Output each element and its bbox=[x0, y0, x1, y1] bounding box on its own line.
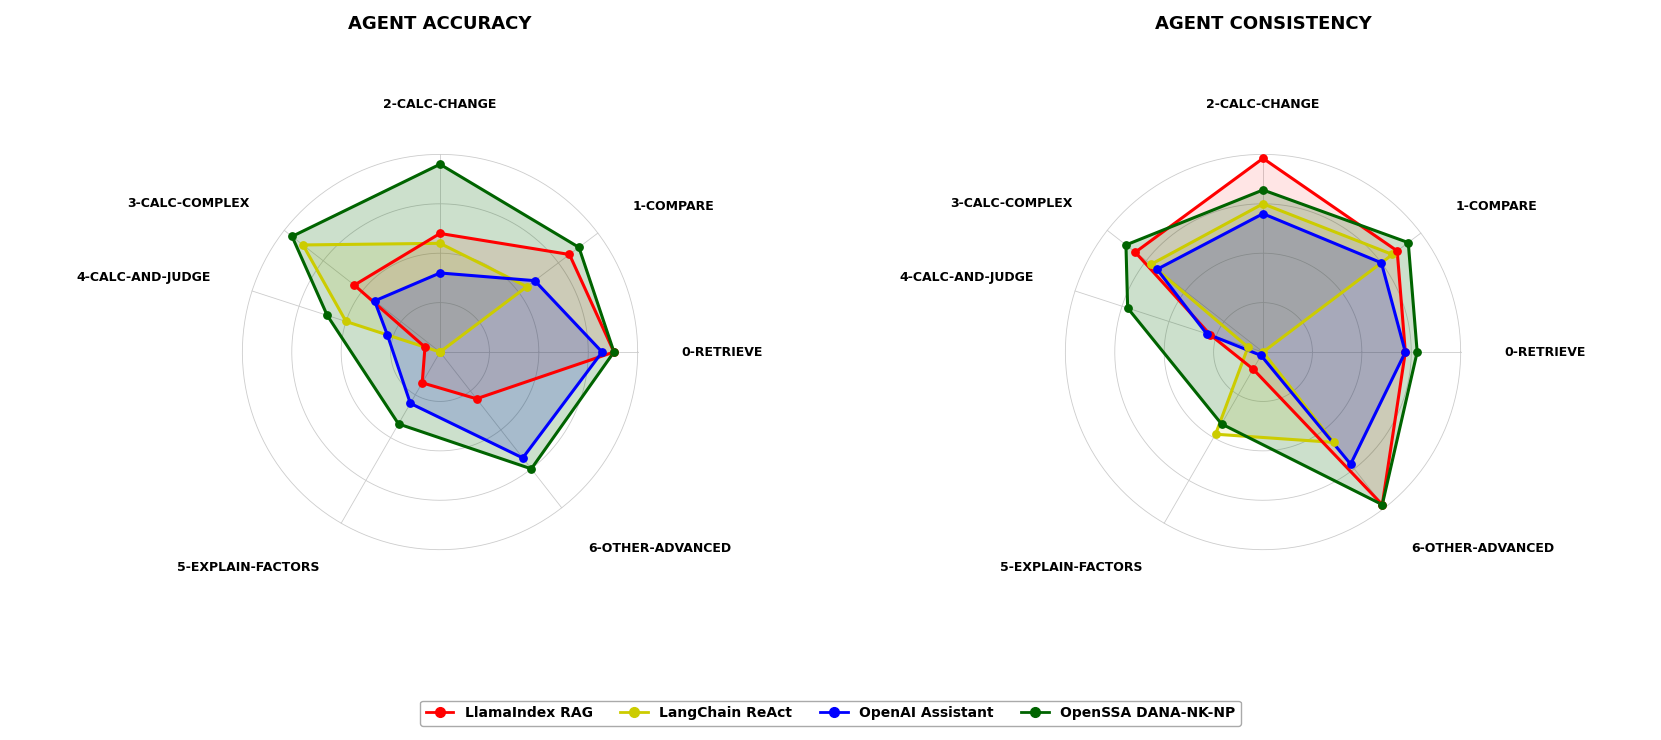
Polygon shape bbox=[302, 243, 527, 352]
Text: 1-COMPARE: 1-COMPARE bbox=[633, 201, 714, 213]
Polygon shape bbox=[1158, 214, 1405, 464]
Point bbox=[1392, 346, 1418, 358]
Polygon shape bbox=[292, 164, 615, 469]
Point bbox=[289, 239, 316, 251]
Point bbox=[409, 377, 435, 389]
Point bbox=[1379, 249, 1405, 260]
Point bbox=[522, 275, 548, 286]
Legend: LlamaIndex RAG, LangChain ReAct, OpenAI Assistant, OpenSSA DANA-NK-NP: LlamaIndex RAG, LangChain ReAct, OpenAI … bbox=[420, 701, 1241, 726]
Point bbox=[427, 238, 453, 249]
Point bbox=[1208, 418, 1234, 430]
Point bbox=[362, 295, 389, 307]
Point bbox=[427, 158, 453, 170]
Polygon shape bbox=[1126, 190, 1417, 505]
Point bbox=[427, 346, 453, 358]
Point bbox=[601, 346, 628, 358]
Point bbox=[279, 230, 306, 242]
Point bbox=[1234, 341, 1261, 353]
Point bbox=[385, 418, 412, 430]
Point bbox=[374, 329, 400, 341]
Point bbox=[1249, 198, 1276, 209]
Point bbox=[1249, 152, 1276, 164]
Point bbox=[1203, 428, 1229, 440]
Text: 0-RETRIEVE: 0-RETRIEVE bbox=[681, 346, 762, 359]
Point bbox=[412, 341, 439, 353]
Point bbox=[1113, 239, 1139, 251]
Point bbox=[397, 397, 424, 409]
Text: 5-EXPLAIN-FACTORS: 5-EXPLAIN-FACTORS bbox=[178, 561, 319, 574]
Text: 3-CALC-COMPLEX: 3-CALC-COMPLEX bbox=[128, 197, 251, 210]
Title: AGENT ACCURACY: AGENT ACCURACY bbox=[349, 15, 532, 33]
Point bbox=[463, 393, 490, 405]
Text: 5-EXPLAIN-FACTORS: 5-EXPLAIN-FACTORS bbox=[1000, 561, 1143, 574]
Polygon shape bbox=[1151, 204, 1392, 443]
Point bbox=[1249, 208, 1276, 220]
Point bbox=[1198, 329, 1224, 341]
Point bbox=[1193, 328, 1219, 340]
Point bbox=[1337, 458, 1364, 470]
Polygon shape bbox=[354, 233, 615, 399]
Text: 4-CALC-AND-JUDGE: 4-CALC-AND-JUDGE bbox=[76, 271, 211, 284]
Text: 1-COMPARE: 1-COMPARE bbox=[1455, 201, 1538, 213]
Point bbox=[427, 227, 453, 239]
Point bbox=[1239, 363, 1266, 375]
Point bbox=[1320, 437, 1347, 448]
Text: 6-OTHER-ADVANCED: 6-OTHER-ADVANCED bbox=[1412, 542, 1555, 555]
Text: 2-CALC-CHANGE: 2-CALC-CHANGE bbox=[384, 98, 497, 111]
Point bbox=[427, 267, 453, 279]
Point bbox=[427, 346, 453, 358]
Point bbox=[1115, 302, 1141, 314]
Point bbox=[1144, 263, 1171, 275]
Point bbox=[1121, 246, 1148, 258]
Point bbox=[1138, 258, 1164, 270]
Point bbox=[427, 346, 453, 358]
Point bbox=[332, 315, 359, 327]
Point bbox=[513, 280, 540, 292]
Point bbox=[518, 463, 545, 475]
Title: AGENT CONSISTENCY: AGENT CONSISTENCY bbox=[1154, 15, 1372, 33]
Text: 4-CALC-AND-JUDGE: 4-CALC-AND-JUDGE bbox=[899, 271, 1033, 284]
Polygon shape bbox=[375, 273, 601, 458]
Polygon shape bbox=[1134, 158, 1405, 505]
Point bbox=[1404, 346, 1430, 358]
Point bbox=[1369, 499, 1395, 511]
Point bbox=[510, 452, 537, 464]
Point bbox=[1369, 499, 1395, 511]
Point bbox=[1395, 237, 1422, 249]
Point bbox=[588, 346, 615, 358]
Point bbox=[1249, 346, 1276, 358]
Text: 3-CALC-COMPLEX: 3-CALC-COMPLEX bbox=[950, 197, 1073, 210]
Point bbox=[1369, 257, 1395, 269]
Point bbox=[566, 241, 593, 253]
Point bbox=[1392, 346, 1418, 358]
Point bbox=[314, 309, 341, 321]
Text: 0-RETRIEVE: 0-RETRIEVE bbox=[1505, 346, 1586, 359]
Text: 2-CALC-CHANGE: 2-CALC-CHANGE bbox=[1206, 98, 1320, 111]
Point bbox=[556, 249, 583, 260]
Point bbox=[601, 346, 628, 358]
Text: 6-OTHER-ADVANCED: 6-OTHER-ADVANCED bbox=[588, 542, 731, 555]
Point bbox=[341, 279, 367, 291]
Point bbox=[1384, 245, 1410, 257]
Point bbox=[1249, 184, 1276, 196]
Point bbox=[1247, 349, 1274, 361]
